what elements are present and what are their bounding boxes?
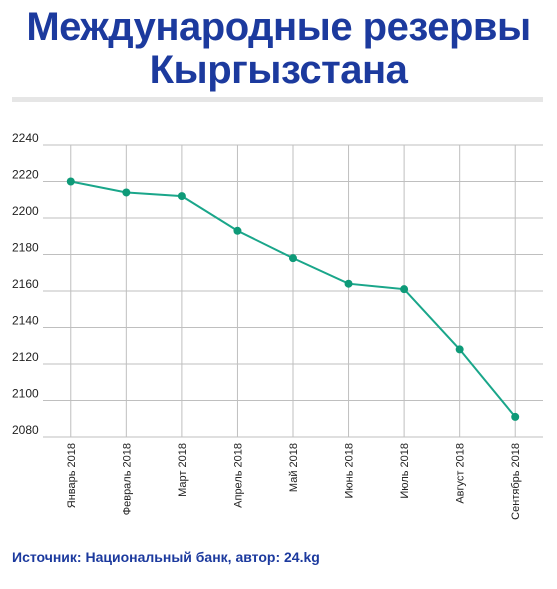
y-tick-label: 2220 — [12, 168, 39, 182]
x-tick-label: Февраль 2018 — [121, 443, 133, 515]
x-tick-label: Май 2018 — [288, 443, 300, 492]
title-line-2: Кыргызстана — [149, 48, 408, 92]
y-tick-label: 2100 — [12, 387, 39, 401]
y-tick-label: 2200 — [12, 204, 39, 218]
y-tick-label: 2240 — [12, 131, 39, 145]
x-tick-label: Июль 2018 — [399, 443, 411, 499]
data-point — [400, 285, 409, 294]
axis-labels: 2080 2100 2120 2140 2160 2180 2200 2220 2240 Янва… — [12, 131, 522, 520]
x-tick-label: Август 2018 — [455, 443, 467, 504]
x-tick-label: Сентябрь 2018 — [510, 443, 522, 520]
y-tick-label: 2120 — [12, 350, 39, 364]
y-tick-label: 2180 — [12, 241, 39, 255]
title-line-1: Международные резервы — [26, 5, 531, 49]
x-tick-label: Январь 2018 — [66, 443, 78, 508]
title-divider — [12, 97, 543, 102]
x-tick-label: Март 2018 — [177, 443, 189, 497]
grid-lines — [43, 144, 543, 438]
x-tick-label: Апрель 2018 — [232, 443, 244, 508]
chart-title: Международные резервы Кыргызстана — [0, 6, 557, 92]
data-point — [122, 188, 131, 197]
y-tick-label: 2080 — [12, 423, 39, 437]
data-point — [344, 279, 353, 288]
y-tick-label: 2140 — [12, 314, 39, 328]
data-point — [66, 177, 75, 186]
data-point — [455, 345, 464, 354]
data-point — [233, 226, 242, 235]
data-point — [511, 412, 520, 421]
y-tick-label: 2160 — [12, 277, 39, 291]
x-tick-label: Июнь 2018 — [344, 443, 356, 499]
data-series — [66, 177, 520, 421]
data-point — [289, 254, 297, 263]
data-point — [177, 192, 186, 201]
source-note: Источник: Национальный банк, автор: 24.k… — [12, 549, 320, 565]
